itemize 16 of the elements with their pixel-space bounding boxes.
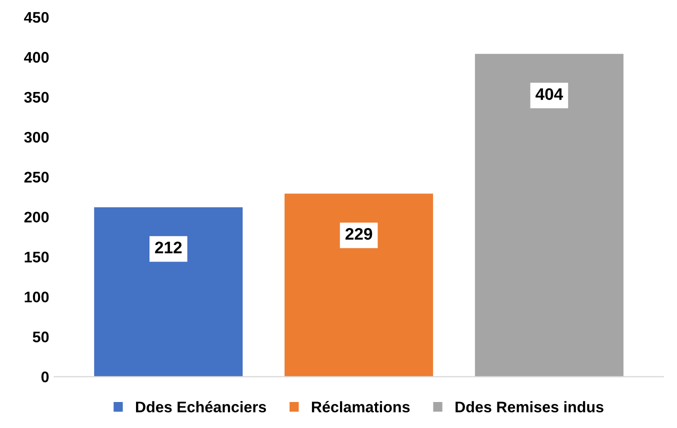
y-tick-label: 200 <box>24 212 49 223</box>
y-tick-label: 0 <box>41 372 49 382</box>
y-tick-label: 250 <box>24 172 49 183</box>
legend-label: Réclamations <box>312 401 410 412</box>
y-tick-label: 450 <box>24 12 49 23</box>
data-label: 229 <box>345 228 372 240</box>
y-tick-label: 150 <box>24 252 49 262</box>
data-label: 212 <box>155 242 182 254</box>
data-label: 404 <box>536 88 564 100</box>
legend-label: Ddes Echéanciers <box>136 401 266 412</box>
y-tick-label: 400 <box>24 52 49 63</box>
legend-label: Ddes Remises indus <box>456 401 604 412</box>
y-tick-label: 100 <box>24 292 49 302</box>
y-tick-label: 350 <box>24 92 49 103</box>
y-tick-label: 300 <box>24 132 49 143</box>
y-tick-label: 50 <box>32 332 49 342</box>
